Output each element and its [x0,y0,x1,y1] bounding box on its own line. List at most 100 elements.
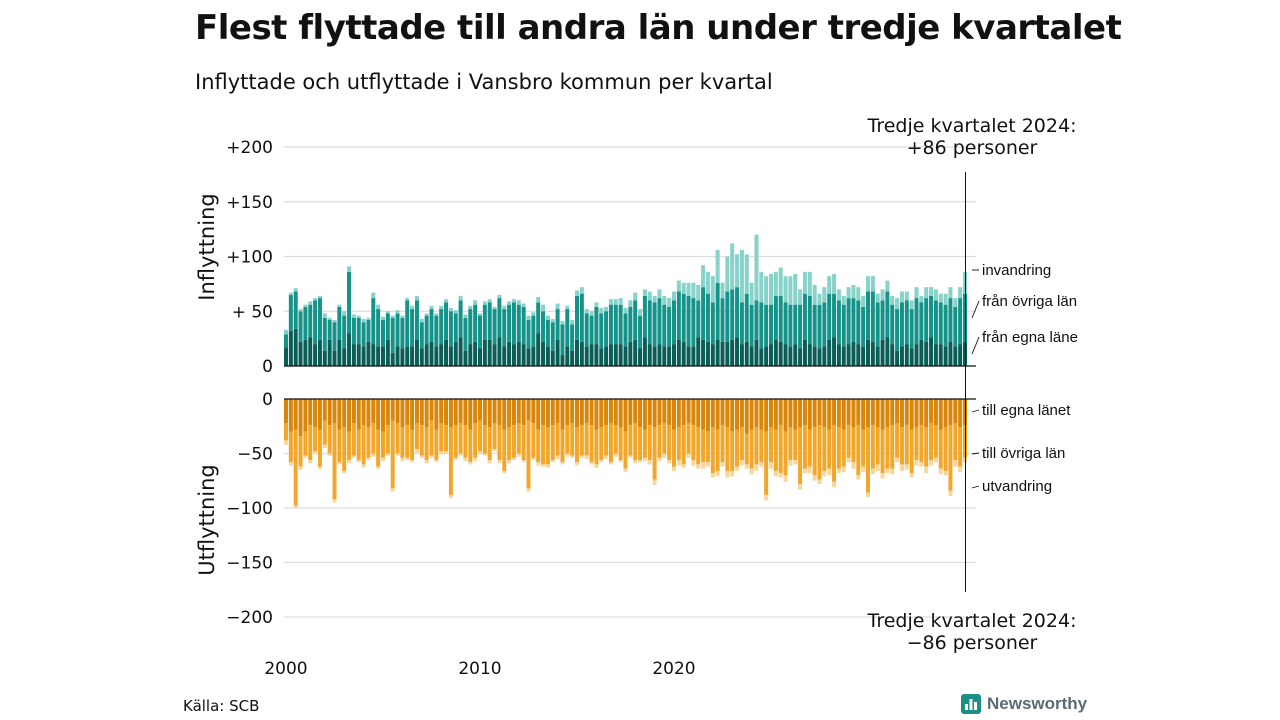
bar-out-segment [419,399,424,426]
bar-out-segment [604,455,609,459]
bar-in-segment [575,290,579,296]
bar-out-segment [584,399,589,423]
bar-out-segment [851,462,856,469]
bar-in-segment [662,304,667,347]
bar-out-segment [880,429,885,474]
bar-in-segment [458,295,463,301]
bar-in-segment [303,339,308,366]
bar-in-segment [769,344,773,366]
bar-out-segment [681,399,686,426]
bar-in-segment [769,274,773,305]
bar-out-segment [802,468,807,474]
bar-out-segment [904,464,909,470]
bar-out-segment [633,460,638,464]
bar-out-segment [696,464,701,469]
bar-out-segment [759,429,764,463]
series-label-leader [971,409,980,413]
bar-out-segment [705,462,710,467]
bar-out-segment [414,422,419,450]
bar-out-segment [773,429,778,471]
bar-in-segment [361,322,366,347]
bar-out-segment [783,475,788,482]
bar-out-segment [371,399,376,423]
bar-in-segment [793,344,798,366]
bar-in-segment [332,320,337,323]
bar-in-segment [904,300,909,345]
bar-in-segment [715,339,720,366]
bar-out-segment [424,460,429,464]
bar-in-segment [419,348,424,366]
bar-in-segment [866,291,870,340]
bar-out-segment [759,399,764,430]
bar-in-segment [904,291,909,301]
bar-in-segment [385,339,390,366]
bar-out-segment [502,470,507,474]
bar-out-segment [342,470,347,474]
bar-out-segment [822,399,827,428]
bar-in-segment [487,302,492,340]
bar-out-segment [414,399,419,423]
bar-in-segment [880,300,885,340]
bar-in-segment [371,292,376,299]
bar-in-segment [744,293,749,342]
bar-in-segment [400,348,405,366]
bar-in-segment [817,348,822,366]
bar-in-segment [778,341,783,366]
bar-in-segment [909,309,914,349]
bar-out-segment [914,460,919,466]
bar-in-segment [366,320,371,342]
brand-logo: Newsworthy [961,694,1087,714]
bar-in-segment [657,298,662,345]
bar-out-segment [676,399,681,428]
bar-out-segment [769,462,773,469]
bar-in-segment [802,293,807,340]
bar-in-segment [836,300,841,345]
bar-in-segment [342,348,347,366]
bar-out-segment [555,422,560,456]
bar-out-segment [841,429,846,467]
bar-out-segment [802,425,807,469]
bar-out-segment [400,457,405,462]
bar-in-segment [647,291,652,301]
bar-in-segment [880,289,885,301]
bar-in-segment [410,346,415,366]
bar-in-segment [773,271,778,296]
bar-out-segment [832,425,837,482]
bar-in-segment [492,309,497,345]
bar-out-segment [575,427,579,463]
series-label-out: till övriga län [982,445,1065,462]
bar-in-segment [347,271,352,334]
bar-out-segment [293,399,298,430]
bar-out-segment [662,422,667,454]
bar-out-segment [298,466,303,470]
bar-out-segment [638,427,643,461]
bar-in-segment [817,304,822,349]
bar-out-segment [351,422,356,456]
bar-out-segment [288,431,293,463]
bar-in-segment [356,315,361,318]
bar-in-segment [744,254,749,294]
bar-out-segment [526,420,531,489]
bar-in-segment [943,346,948,366]
bar-in-segment [400,315,405,318]
bar-out-segment [623,468,628,473]
bar-out-segment [342,399,347,428]
bar-in-segment [594,302,599,307]
bar-in-segment [754,300,759,340]
bar-in-segment [482,339,487,366]
bar-out-segment [720,425,725,463]
bar-in-segment [749,282,754,305]
bar-out-segment [594,464,599,468]
bar-in-segment [570,324,575,351]
bar-in-segment [929,295,934,338]
bar-out-segment [754,464,759,471]
bar-out-segment [608,422,613,463]
bar-in-segment [555,339,560,366]
bar-in-segment [608,304,613,345]
bar-out-segment [715,429,720,471]
bar-in-segment [652,295,657,303]
bar-out-segment [381,431,385,458]
bar-out-segment [395,399,400,423]
bar-in-segment [604,306,609,312]
bar-in-segment [303,306,308,340]
